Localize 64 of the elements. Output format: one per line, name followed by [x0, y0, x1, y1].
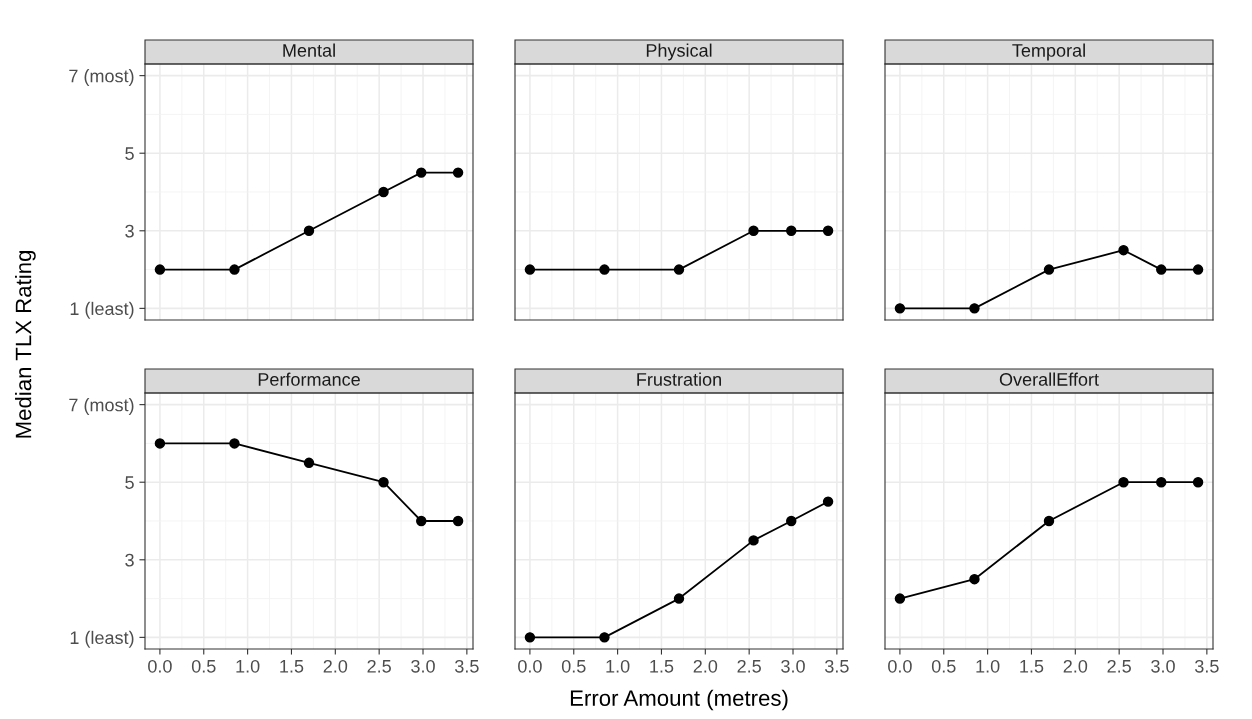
- y-tick-label: 1 (least): [70, 301, 134, 319]
- y-tick-label: 3: [125, 224, 134, 238]
- x-tick-label: 1.5: [650, 660, 674, 673]
- point: [229, 438, 240, 449]
- point: [599, 632, 610, 643]
- y-tick-label: 3: [125, 553, 134, 567]
- y-tick-label: 7 (most): [69, 69, 134, 86]
- x-tick-label: 2.5: [1107, 659, 1131, 673]
- point: [416, 515, 427, 527]
- point: [822, 496, 834, 507]
- point: [303, 457, 315, 469]
- point: [378, 477, 389, 488]
- chart-title: Temporal: [1012, 43, 1085, 61]
- x-tick-label: 0.0: [148, 659, 172, 673]
- x-tick-label: 3.0: [1151, 659, 1175, 673]
- x-tick-label: 1.0: [236, 659, 260, 673]
- x-tick-label: 3.5: [1195, 659, 1219, 673]
- x-tick-label: 3.5: [825, 659, 849, 673]
- x-tick-label: 3.0: [781, 659, 805, 673]
- y-tick-label: 7 (most): [69, 398, 134, 415]
- chart-title: Mental: [283, 43, 335, 57]
- x-tick-label: 1.5: [280, 660, 304, 673]
- point: [673, 593, 685, 604]
- x-tick-label: 0.5: [561, 659, 586, 673]
- y-tick-label: 5: [125, 147, 134, 160]
- x-tick-label: 2.0: [693, 659, 718, 673]
- point: [452, 167, 464, 178]
- x-tick-label: 2.5: [737, 659, 761, 673]
- chart-title: Physical: [646, 43, 712, 61]
- x-tick-label: 2.5: [367, 659, 391, 673]
- point: [452, 515, 464, 527]
- y-axis-title: Median TLX Rating: [15, 251, 36, 438]
- point: [303, 225, 315, 236]
- point: [524, 632, 536, 643]
- x-tick-label: 2.0: [323, 659, 348, 673]
- point: [1156, 477, 1167, 488]
- point: [1043, 515, 1055, 527]
- point: [229, 264, 240, 275]
- point: [1118, 477, 1129, 488]
- y-tick-label: 1 (least): [70, 630, 134, 648]
- x-tick-label: 3.5: [455, 659, 479, 673]
- chart-title: OverallEffort: [999, 372, 1099, 386]
- x-axis-title: Error Amount (metres): [570, 689, 788, 711]
- x-tick-label: 3.0: [411, 659, 435, 673]
- point: [378, 186, 389, 198]
- point: [416, 167, 427, 178]
- chart-title: Performance: [258, 372, 360, 386]
- point: [748, 535, 759, 546]
- chart-title: Frustration: [637, 372, 721, 386]
- x-tick-label: 1.5: [1020, 660, 1044, 673]
- x-tick-label: 0.0: [518, 659, 542, 673]
- point: [154, 438, 166, 449]
- point: [969, 573, 980, 585]
- y-tick-label: 5: [125, 476, 134, 489]
- x-tick-label: 1.0: [976, 659, 1000, 673]
- point: [786, 515, 797, 527]
- x-tick-label: 0.5: [191, 659, 216, 673]
- x-tick-label: 0.0: [888, 659, 912, 673]
- x-tick-label: 2.0: [1063, 659, 1088, 673]
- x-tick-label: 1.0: [606, 659, 630, 673]
- x-tick-label: 0.5: [931, 659, 956, 673]
- point: [894, 593, 906, 604]
- point: [154, 264, 166, 275]
- point: [1192, 477, 1204, 488]
